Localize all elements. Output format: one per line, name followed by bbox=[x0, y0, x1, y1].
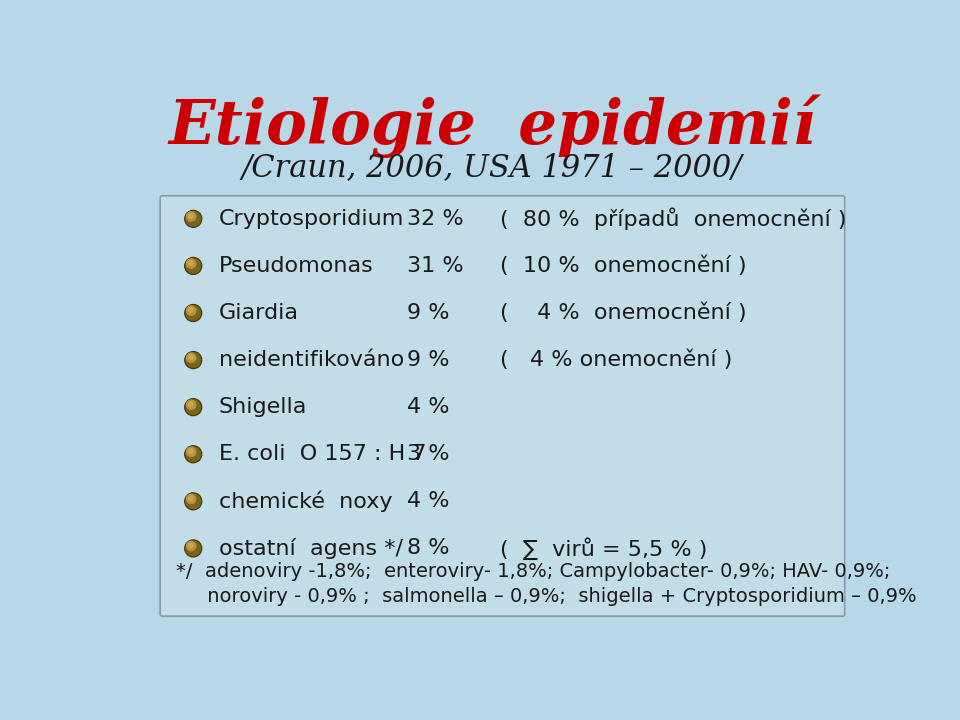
Text: 8 %: 8 % bbox=[407, 539, 450, 559]
Text: 32 %: 32 % bbox=[407, 209, 464, 229]
Text: /Craun, 2006, USA 1971 – 2000/: /Craun, 2006, USA 1971 – 2000/ bbox=[242, 152, 742, 183]
Text: (   4 % onemocnění ): ( 4 % onemocnění ) bbox=[500, 350, 732, 370]
Circle shape bbox=[186, 494, 201, 508]
Text: Pseudomonas: Pseudomonas bbox=[219, 256, 373, 276]
Circle shape bbox=[188, 355, 193, 359]
Circle shape bbox=[184, 305, 202, 321]
Text: ostatní  agens */: ostatní agens */ bbox=[219, 538, 402, 559]
Text: Shigella: Shigella bbox=[219, 397, 307, 417]
Circle shape bbox=[186, 400, 201, 414]
Text: 3 %: 3 % bbox=[407, 444, 450, 464]
Circle shape bbox=[188, 449, 193, 454]
Circle shape bbox=[186, 258, 201, 273]
Circle shape bbox=[188, 261, 193, 266]
Circle shape bbox=[186, 353, 201, 367]
Circle shape bbox=[186, 259, 196, 269]
Circle shape bbox=[188, 496, 193, 500]
Text: noroviry - 0,9% ;  salmonella – 0,9%;  shigella + Cryptosporidium – 0,9%: noroviry - 0,9% ; salmonella – 0,9%; shi… bbox=[177, 587, 917, 606]
Circle shape bbox=[186, 447, 196, 456]
Circle shape bbox=[186, 541, 201, 556]
Text: 4 %: 4 % bbox=[407, 491, 450, 511]
Circle shape bbox=[186, 400, 196, 410]
Circle shape bbox=[186, 447, 201, 462]
Circle shape bbox=[184, 493, 202, 510]
Text: (  ∑  virů = 5,5 % ): ( ∑ virů = 5,5 % ) bbox=[500, 537, 708, 559]
Circle shape bbox=[188, 214, 193, 218]
Text: E. coli  O 157 : H 7: E. coli O 157 : H 7 bbox=[219, 444, 426, 464]
FancyBboxPatch shape bbox=[160, 196, 845, 616]
Text: (    4 %  onemocnění ): ( 4 % onemocnění ) bbox=[500, 302, 746, 323]
Circle shape bbox=[186, 495, 196, 503]
Circle shape bbox=[188, 307, 193, 312]
Text: (  80 %  případů  onemocnění ): ( 80 % případů onemocnění ) bbox=[500, 207, 846, 230]
Text: 9 %: 9 % bbox=[407, 350, 450, 370]
Circle shape bbox=[186, 306, 201, 320]
Text: 4 %: 4 % bbox=[407, 397, 450, 417]
Text: */  adenoviry -1,8%;  enteroviry- 1,8%; Campylobacter- 0,9%; HAV- 0,9%;: */ adenoviry -1,8%; enteroviry- 1,8%; Ca… bbox=[177, 562, 891, 581]
Text: chemické  noxy: chemické noxy bbox=[219, 490, 392, 512]
Circle shape bbox=[186, 306, 196, 315]
Circle shape bbox=[184, 446, 202, 463]
Text: neidentifikováno: neidentifikováno bbox=[219, 350, 404, 370]
Circle shape bbox=[184, 399, 202, 415]
Text: 9 %: 9 % bbox=[407, 303, 450, 323]
Text: (  10 %  onemocnění ): ( 10 % onemocnění ) bbox=[500, 256, 746, 276]
Text: Cryptosporidium: Cryptosporidium bbox=[219, 209, 404, 229]
Text: Etiologie  epidemií: Etiologie epidemií bbox=[168, 95, 816, 158]
Text: 31 %: 31 % bbox=[407, 256, 464, 276]
Circle shape bbox=[184, 210, 202, 228]
Circle shape bbox=[186, 212, 196, 221]
Circle shape bbox=[186, 353, 196, 362]
Circle shape bbox=[184, 258, 202, 274]
Circle shape bbox=[188, 543, 193, 548]
Circle shape bbox=[186, 212, 201, 226]
Circle shape bbox=[186, 541, 196, 551]
Text: Giardia: Giardia bbox=[219, 303, 299, 323]
Circle shape bbox=[188, 402, 193, 407]
Circle shape bbox=[184, 351, 202, 369]
Circle shape bbox=[184, 540, 202, 557]
